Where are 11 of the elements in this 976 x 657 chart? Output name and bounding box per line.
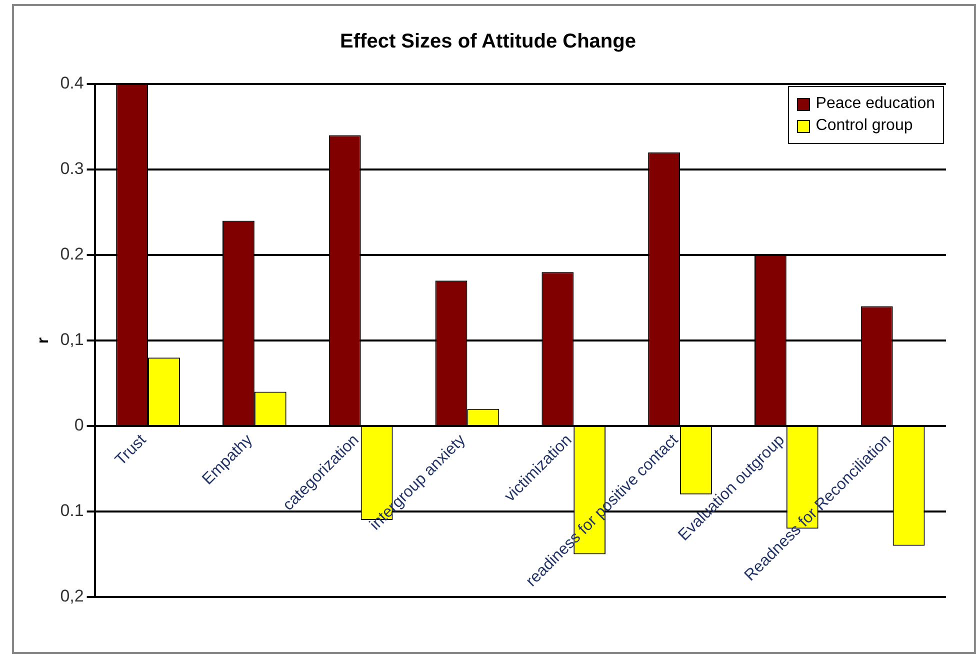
y-tick-label: 0 bbox=[74, 416, 84, 435]
y-tick-label: 0.3 bbox=[60, 159, 84, 178]
y-tick-label: 0.2 bbox=[60, 244, 84, 264]
y-tick-label: 0,2 bbox=[60, 586, 84, 606]
y-tick-label: 0,1 bbox=[60, 330, 84, 350]
legend-label: Peace education bbox=[816, 95, 935, 113]
y-tick-label: 0.1 bbox=[60, 501, 84, 520]
y-axis-title: r bbox=[35, 337, 52, 344]
chart-title: Effect Sizes of Attitude Change bbox=[340, 30, 636, 53]
y-tick-label: 0.4 bbox=[60, 74, 84, 93]
legend-label: Control group bbox=[816, 117, 913, 135]
